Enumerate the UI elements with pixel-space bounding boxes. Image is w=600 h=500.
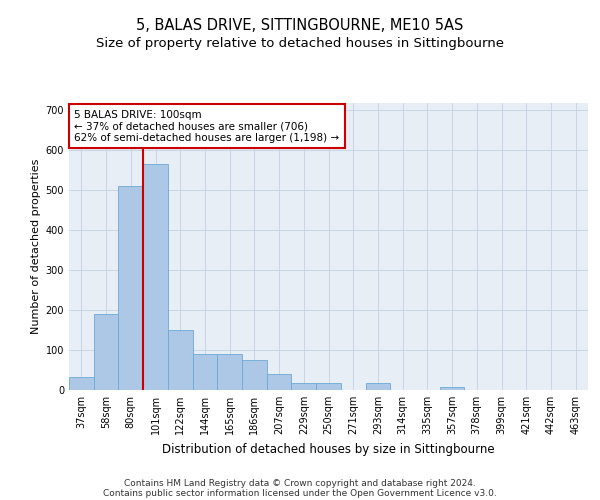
Bar [217, 354, 242, 390]
Bar [143, 164, 168, 390]
Bar [94, 314, 118, 390]
Text: 5, BALAS DRIVE, SITTINGBOURNE, ME10 5AS: 5, BALAS DRIVE, SITTINGBOURNE, ME10 5AS [136, 18, 464, 32]
X-axis label: Distribution of detached houses by size in Sittingbourne: Distribution of detached houses by size … [162, 442, 495, 456]
Bar [267, 374, 292, 390]
Y-axis label: Number of detached properties: Number of detached properties [31, 158, 41, 334]
Text: Contains HM Land Registry data © Crown copyright and database right 2024.: Contains HM Land Registry data © Crown c… [124, 478, 476, 488]
Bar [365, 383, 390, 390]
Text: Size of property relative to detached houses in Sittingbourne: Size of property relative to detached ho… [96, 38, 504, 51]
Bar [168, 330, 193, 390]
Bar [118, 186, 143, 390]
Bar [440, 387, 464, 390]
Bar [292, 383, 316, 390]
Bar [316, 383, 341, 390]
Bar [242, 360, 267, 390]
Text: 5 BALAS DRIVE: 100sqm
← 37% of detached houses are smaller (706)
62% of semi-det: 5 BALAS DRIVE: 100sqm ← 37% of detached … [74, 110, 340, 143]
Text: Contains public sector information licensed under the Open Government Licence v3: Contains public sector information licen… [103, 488, 497, 498]
Bar [69, 377, 94, 390]
Bar [193, 354, 217, 390]
